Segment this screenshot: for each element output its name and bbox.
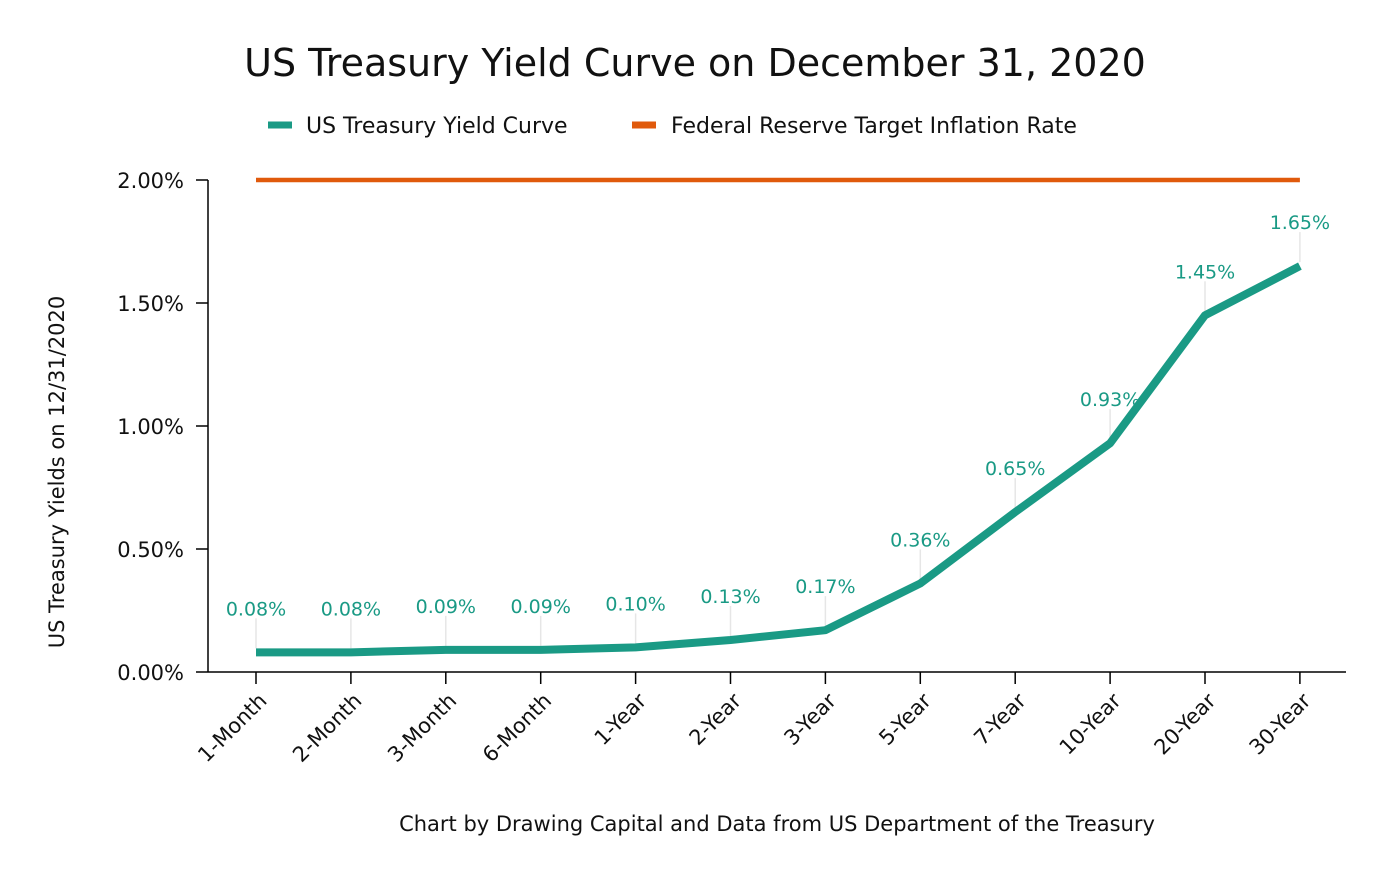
- data-label-connectors: [255, 232, 1301, 649]
- data-point-federal-reserve-target-inflation-rate-3-month[interactable]: [442, 176, 450, 184]
- x-tick-label-10-year: 10-Year: [1055, 688, 1126, 759]
- data-point-us-treasury-yield-curve-2-month[interactable]: [347, 648, 355, 656]
- data-point-us-treasury-yield-curve-1-year[interactable]: [632, 643, 640, 651]
- data-point-federal-reserve-target-inflation-rate-20-year[interactable]: [1201, 176, 1209, 184]
- x-tick-label-30-year: 30-Year: [1245, 688, 1316, 759]
- data-labels: 0.08% 0.08% 0.09% 0.09% 0.10% 0.13% 0.17% 0.36%…: [226, 212, 1330, 620]
- x-tick-label-2-month: 2-Month: [288, 689, 366, 767]
- legend-label-inflation-target: Federal Reserve Target Inflation Rate: [671, 114, 1077, 139]
- data-point-federal-reserve-target-inflation-rate-1-month[interactable]: [252, 176, 260, 184]
- y-tick-label: 1.00%: [117, 415, 184, 439]
- series-line-us-treasury-yield-curve[interactable]: [256, 262, 1302, 657]
- x-tick-label-5-year: 5-Year: [874, 688, 936, 750]
- x-tick-label-7-year: 7-Year: [969, 688, 1031, 750]
- data-label-3-year: 0.17%: [795, 576, 855, 598]
- x-axis-title: Chart by Drawing Capital and Data from U…: [399, 812, 1155, 836]
- data-label-1-month: 0.08%: [226, 598, 286, 620]
- data-point-us-treasury-yield-curve-30-year[interactable]: [1296, 262, 1304, 270]
- data-label-2-month: 0.08%: [321, 598, 381, 620]
- data-label-3-month: 0.09%: [416, 596, 476, 618]
- y-axis-ticks: 0.00% 0.50% 1.00% 1.50% 2.00%: [117, 169, 208, 685]
- x-tick-label-1-year: 1-Year: [590, 688, 652, 750]
- legend: US Treasury Yield Curve Federal Reserve …: [268, 114, 1077, 139]
- data-label-2-year: 0.13%: [700, 586, 760, 608]
- data-point-us-treasury-yield-curve-5-year[interactable]: [916, 579, 924, 587]
- y-tick-label: 0.00%: [117, 661, 184, 685]
- data-point-us-treasury-yield-curve-6-month[interactable]: [537, 646, 545, 654]
- data-point-federal-reserve-target-inflation-rate-30-year[interactable]: [1296, 176, 1304, 184]
- data-point-us-treasury-yield-curve-20-year[interactable]: [1201, 311, 1209, 319]
- legend-label-yield-curve: US Treasury Yield Curve: [306, 114, 568, 139]
- x-tick-label-6-month: 6-Month: [478, 689, 556, 767]
- data-point-us-treasury-yield-curve-3-year[interactable]: [821, 626, 829, 634]
- data-point-us-treasury-yield-curve-1-month[interactable]: [252, 648, 260, 656]
- data-point-federal-reserve-target-inflation-rate-5-year[interactable]: [916, 176, 924, 184]
- data-point-federal-reserve-target-inflation-rate-3-year[interactable]: [821, 176, 829, 184]
- data-label-1-year: 0.10%: [605, 593, 665, 615]
- x-tick-label-3-year: 3-Year: [779, 688, 841, 750]
- data-point-us-treasury-yield-curve-2-year[interactable]: [727, 636, 735, 644]
- legend-item-inflation-target[interactable]: Federal Reserve Target Inflation Rate: [632, 114, 1077, 139]
- x-tick-label-1-month: 1-Month: [193, 689, 271, 767]
- data-label-30-year: 1.65%: [1270, 212, 1330, 234]
- chart-title: US Treasury Yield Curve on December 31, …: [244, 41, 1146, 85]
- data-point-federal-reserve-target-inflation-rate-6-month[interactable]: [537, 176, 545, 184]
- data-label-10-year: 0.93%: [1080, 389, 1140, 411]
- x-tick-label-2-year: 2-Year: [685, 688, 747, 750]
- y-tick-label: 0.50%: [117, 538, 184, 562]
- data-point-federal-reserve-target-inflation-rate-7-year[interactable]: [1011, 176, 1019, 184]
- data-point-us-treasury-yield-curve-3-month[interactable]: [442, 646, 450, 654]
- data-point-us-treasury-yield-curve-7-year[interactable]: [1011, 508, 1019, 516]
- data-label-7-year: 0.65%: [985, 458, 1045, 480]
- x-tick-label-20-year: 20-Year: [1150, 688, 1221, 759]
- data-point-federal-reserve-target-inflation-rate-10-year[interactable]: [1106, 176, 1114, 184]
- data-point-federal-reserve-target-inflation-rate-1-year[interactable]: [632, 176, 640, 184]
- x-tick-label-3-month: 3-Month: [383, 689, 461, 767]
- data-label-6-month: 0.09%: [511, 596, 571, 618]
- y-tick-label: 1.50%: [117, 292, 184, 316]
- data-point-us-treasury-yield-curve-10-year[interactable]: [1106, 439, 1114, 447]
- x-axis-ticks: 1-Month 2-Month 3-Month 6-Month 1-Year 2-Year…: [193, 672, 1316, 767]
- data-label-5-year: 0.36%: [890, 529, 950, 551]
- legend-item-yield-curve[interactable]: US Treasury Yield Curve: [268, 114, 568, 139]
- data-label-20-year: 1.45%: [1175, 261, 1235, 283]
- data-point-federal-reserve-target-inflation-rate-2-year[interactable]: [727, 176, 735, 184]
- y-axis-title: US Treasury Yields on 12/31/2020: [45, 296, 69, 649]
- data-point-federal-reserve-target-inflation-rate-2-month[interactable]: [347, 176, 355, 184]
- y-tick-label: 2.00%: [117, 169, 184, 193]
- series-layer: [252, 176, 1304, 657]
